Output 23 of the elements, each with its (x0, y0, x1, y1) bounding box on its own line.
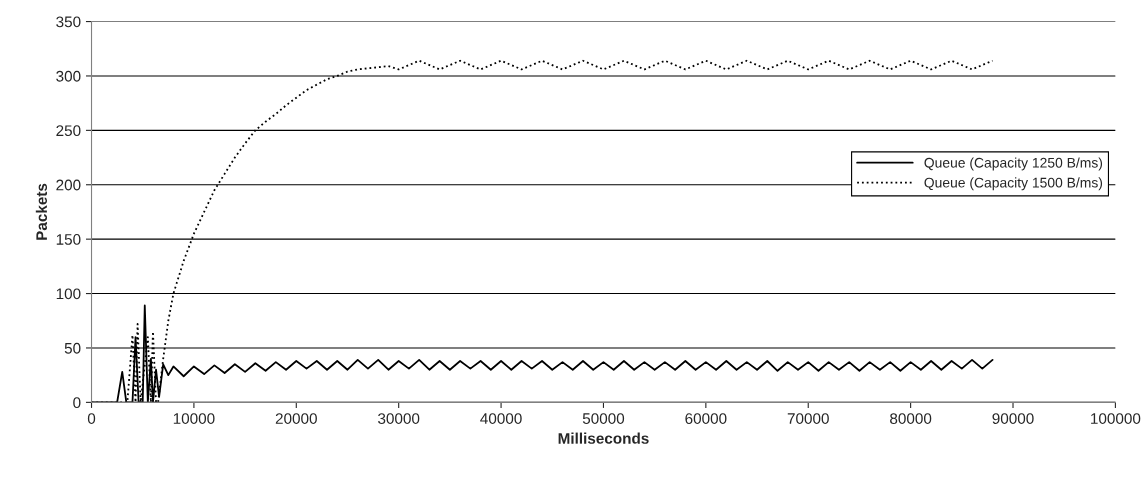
x-tick-label: 60000 (685, 413, 727, 424)
legend-label: Queue (Capacity 1250 B/ms) (924, 157, 1103, 171)
y-tick-label: 200 (56, 179, 81, 191)
x-tick-label: 80000 (890, 413, 932, 424)
y-tick-label: 250 (56, 125, 81, 137)
y-tick-label: 50 (64, 342, 81, 354)
x-tick-label: 0 (87, 413, 96, 424)
y-tick-label: 350 (56, 16, 81, 28)
y-tick-label: 150 (56, 234, 81, 245)
legend-label: Queue (Capacity 1500 B/ms) (924, 177, 1103, 191)
y-tick-label: 100 (56, 288, 81, 300)
x-tick-label: 40000 (480, 413, 522, 424)
x-tick-label: 100000 (1091, 413, 1141, 424)
y-axis-title: Packets (35, 183, 48, 240)
x-tick-label: 20000 (275, 413, 317, 424)
y-tick-label: 300 (56, 70, 81, 82)
x-tick-label: 10000 (173, 413, 215, 424)
y-tick-label: 0 (73, 397, 81, 409)
x-tick-label: 30000 (378, 413, 420, 424)
x-axis-title: Milliseconds (558, 432, 649, 444)
x-tick-label: 90000 (992, 413, 1034, 424)
x-tick-label: 70000 (787, 413, 829, 424)
x-tick-label: 50000 (582, 413, 625, 424)
